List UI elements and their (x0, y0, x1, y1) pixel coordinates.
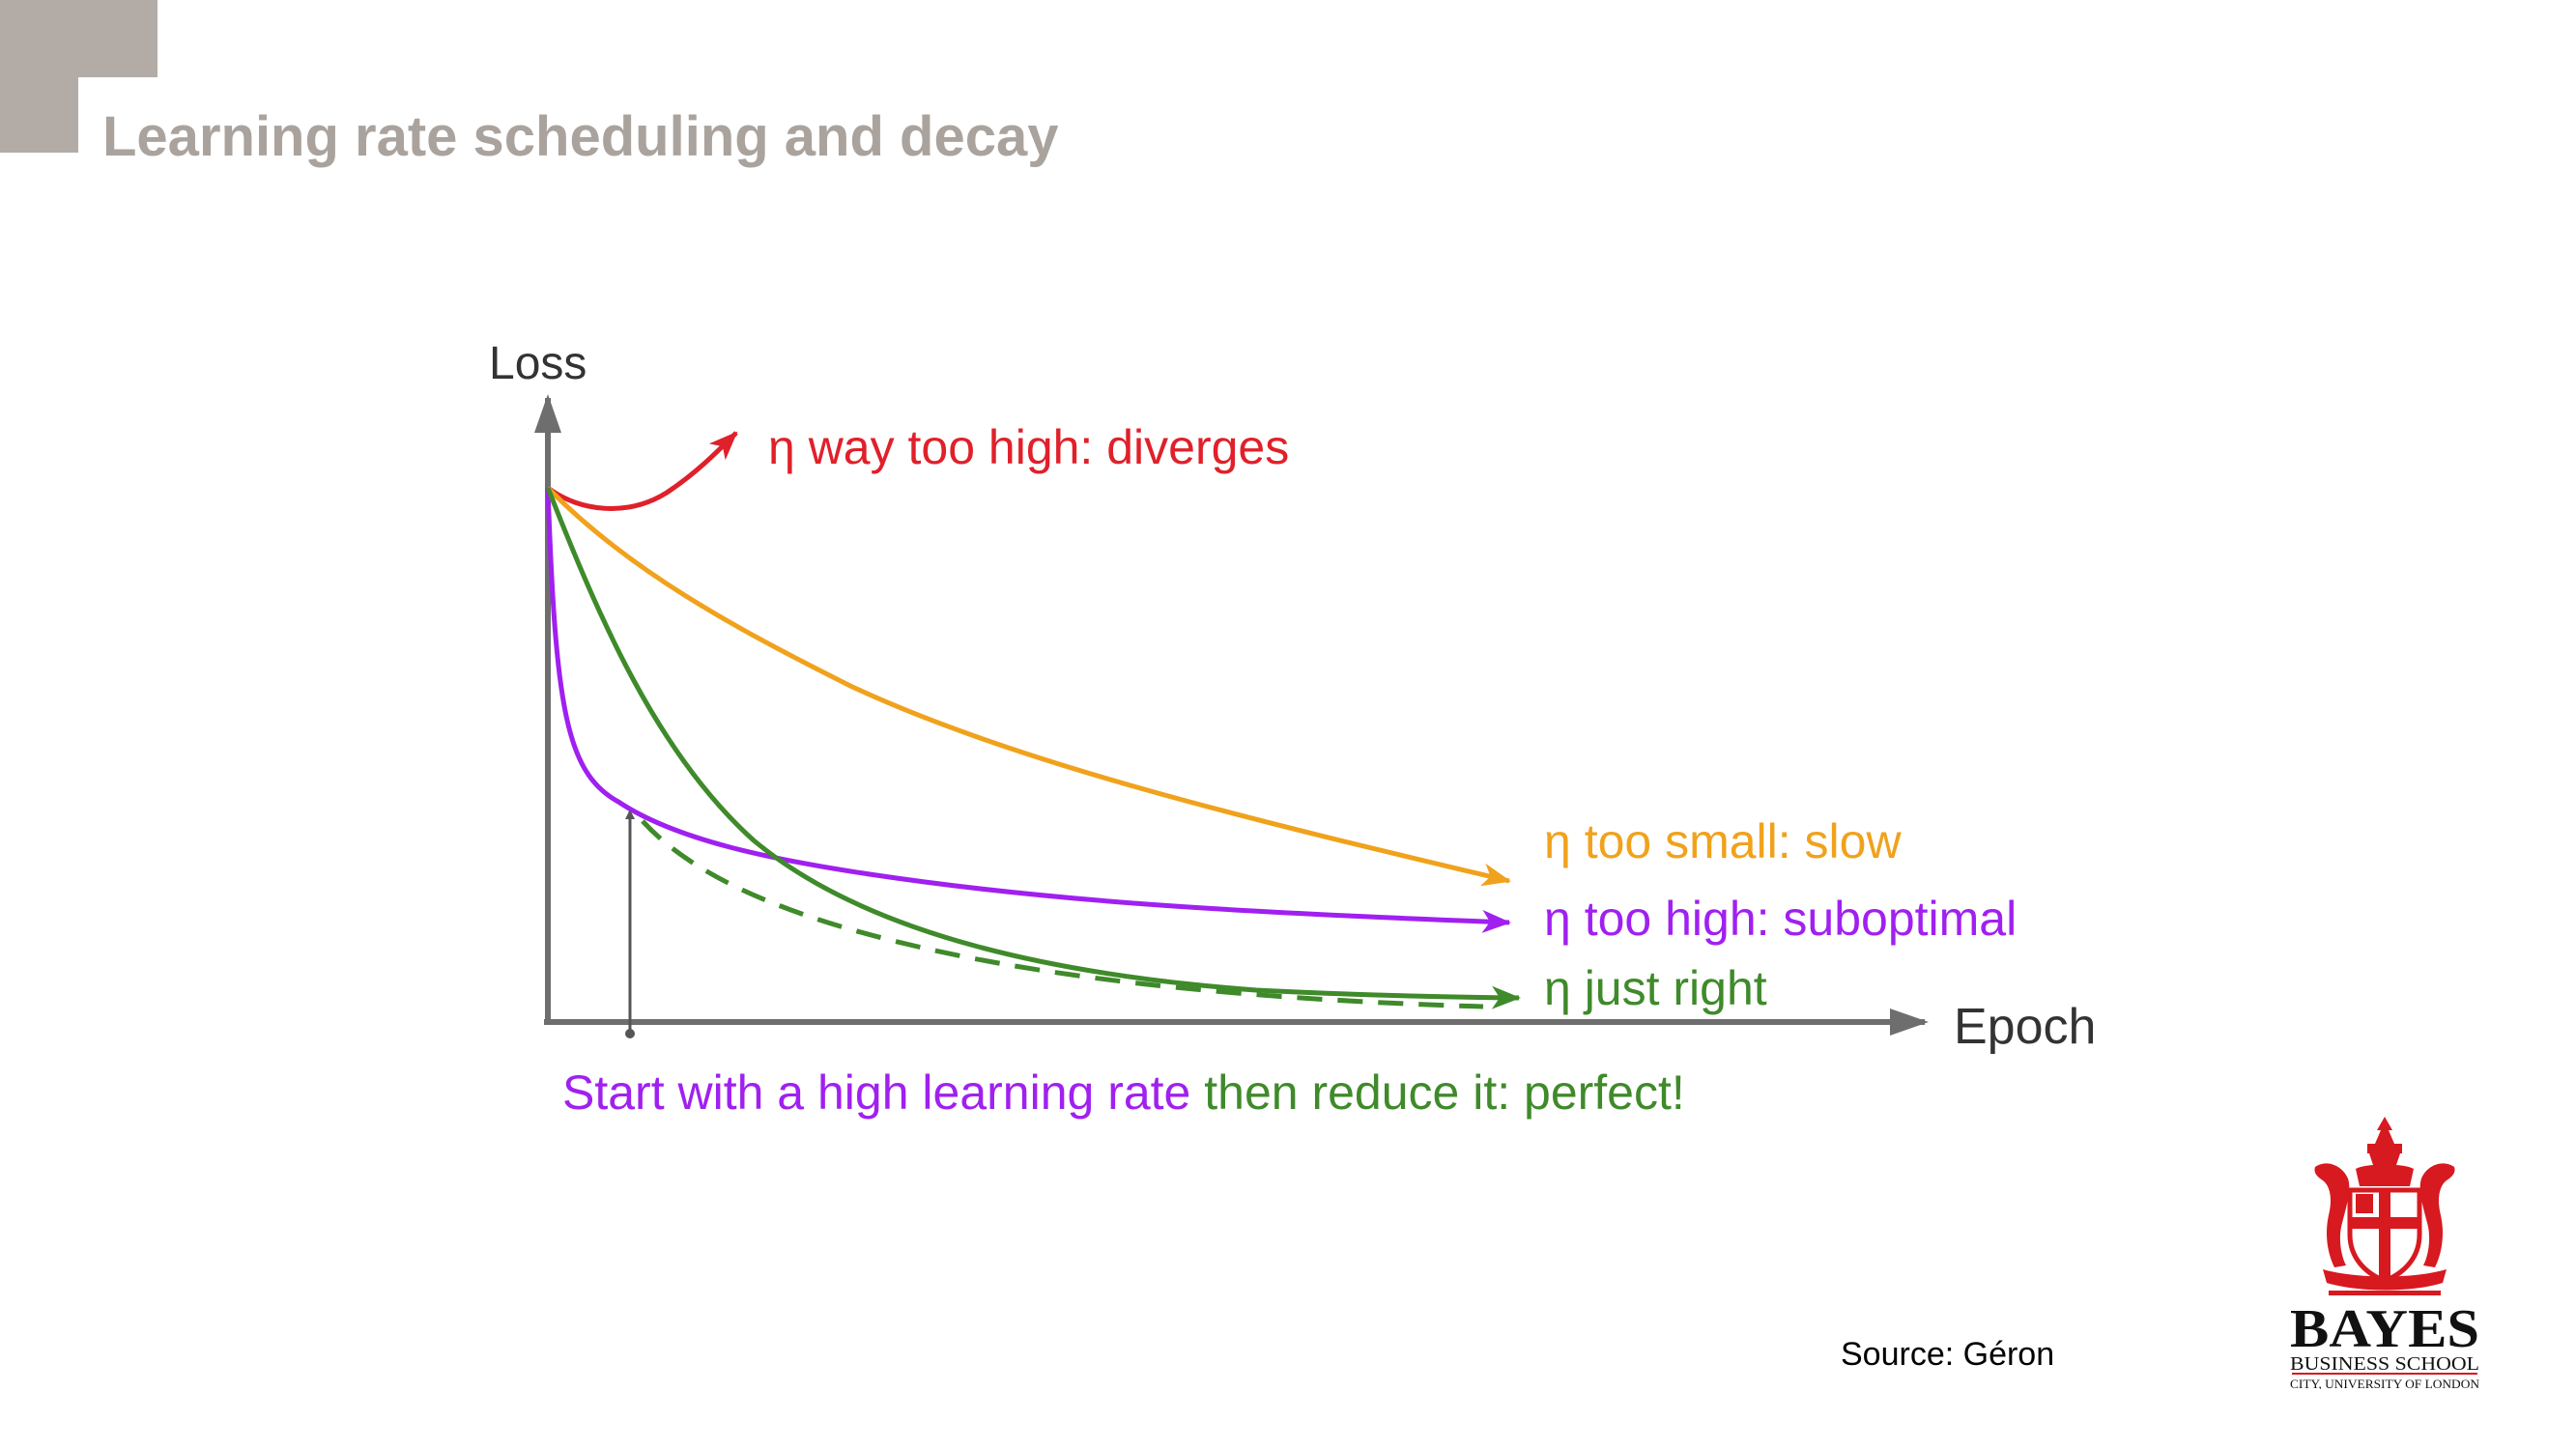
crest-icon (2314, 1117, 2455, 1295)
caption-part2: then reduce it: perfect! (1190, 1065, 1684, 1120)
logo-line3: CITY, UNIVERSITY OF LONDON (2290, 1377, 2480, 1389)
bayes-logo: BAYES BUSINESS SCHOOL CITY, UNIVERSITY O… (2290, 1117, 2480, 1389)
corner-decoration-bottom (0, 77, 78, 153)
x-axis-label: Epoch (1954, 999, 2096, 1055)
y-axis-label: Loss (489, 338, 587, 389)
caption-part1: Start with a high learning rate (562, 1065, 1190, 1120)
label-suboptimal: η too high: suboptimal (1544, 892, 2017, 946)
label-diverges: η way too high: diverges (768, 420, 1289, 474)
source-credit: Source: Géron (1841, 1336, 2055, 1373)
curve-diverges (546, 431, 738, 511)
start-pointer-dot (625, 1029, 635, 1038)
curve-suboptimal (545, 487, 1511, 933)
label-slow: η too small: slow (1544, 814, 1902, 868)
curve-slow (546, 486, 1511, 887)
corner-decoration-top (0, 0, 157, 77)
logo-line2: BUSINESS SCHOOL (2290, 1353, 2479, 1375)
logo-name: BAYES (2290, 1299, 2479, 1359)
label-just-right: η just right (1544, 961, 1767, 1015)
curve-just-right (545, 487, 1521, 1009)
curve-scheduled-dashed (641, 819, 1484, 1009)
slide-title: Learning rate scheduling and decay (102, 105, 1059, 168)
figure-caption: Start with a high learning rate then red… (562, 1065, 1685, 1120)
